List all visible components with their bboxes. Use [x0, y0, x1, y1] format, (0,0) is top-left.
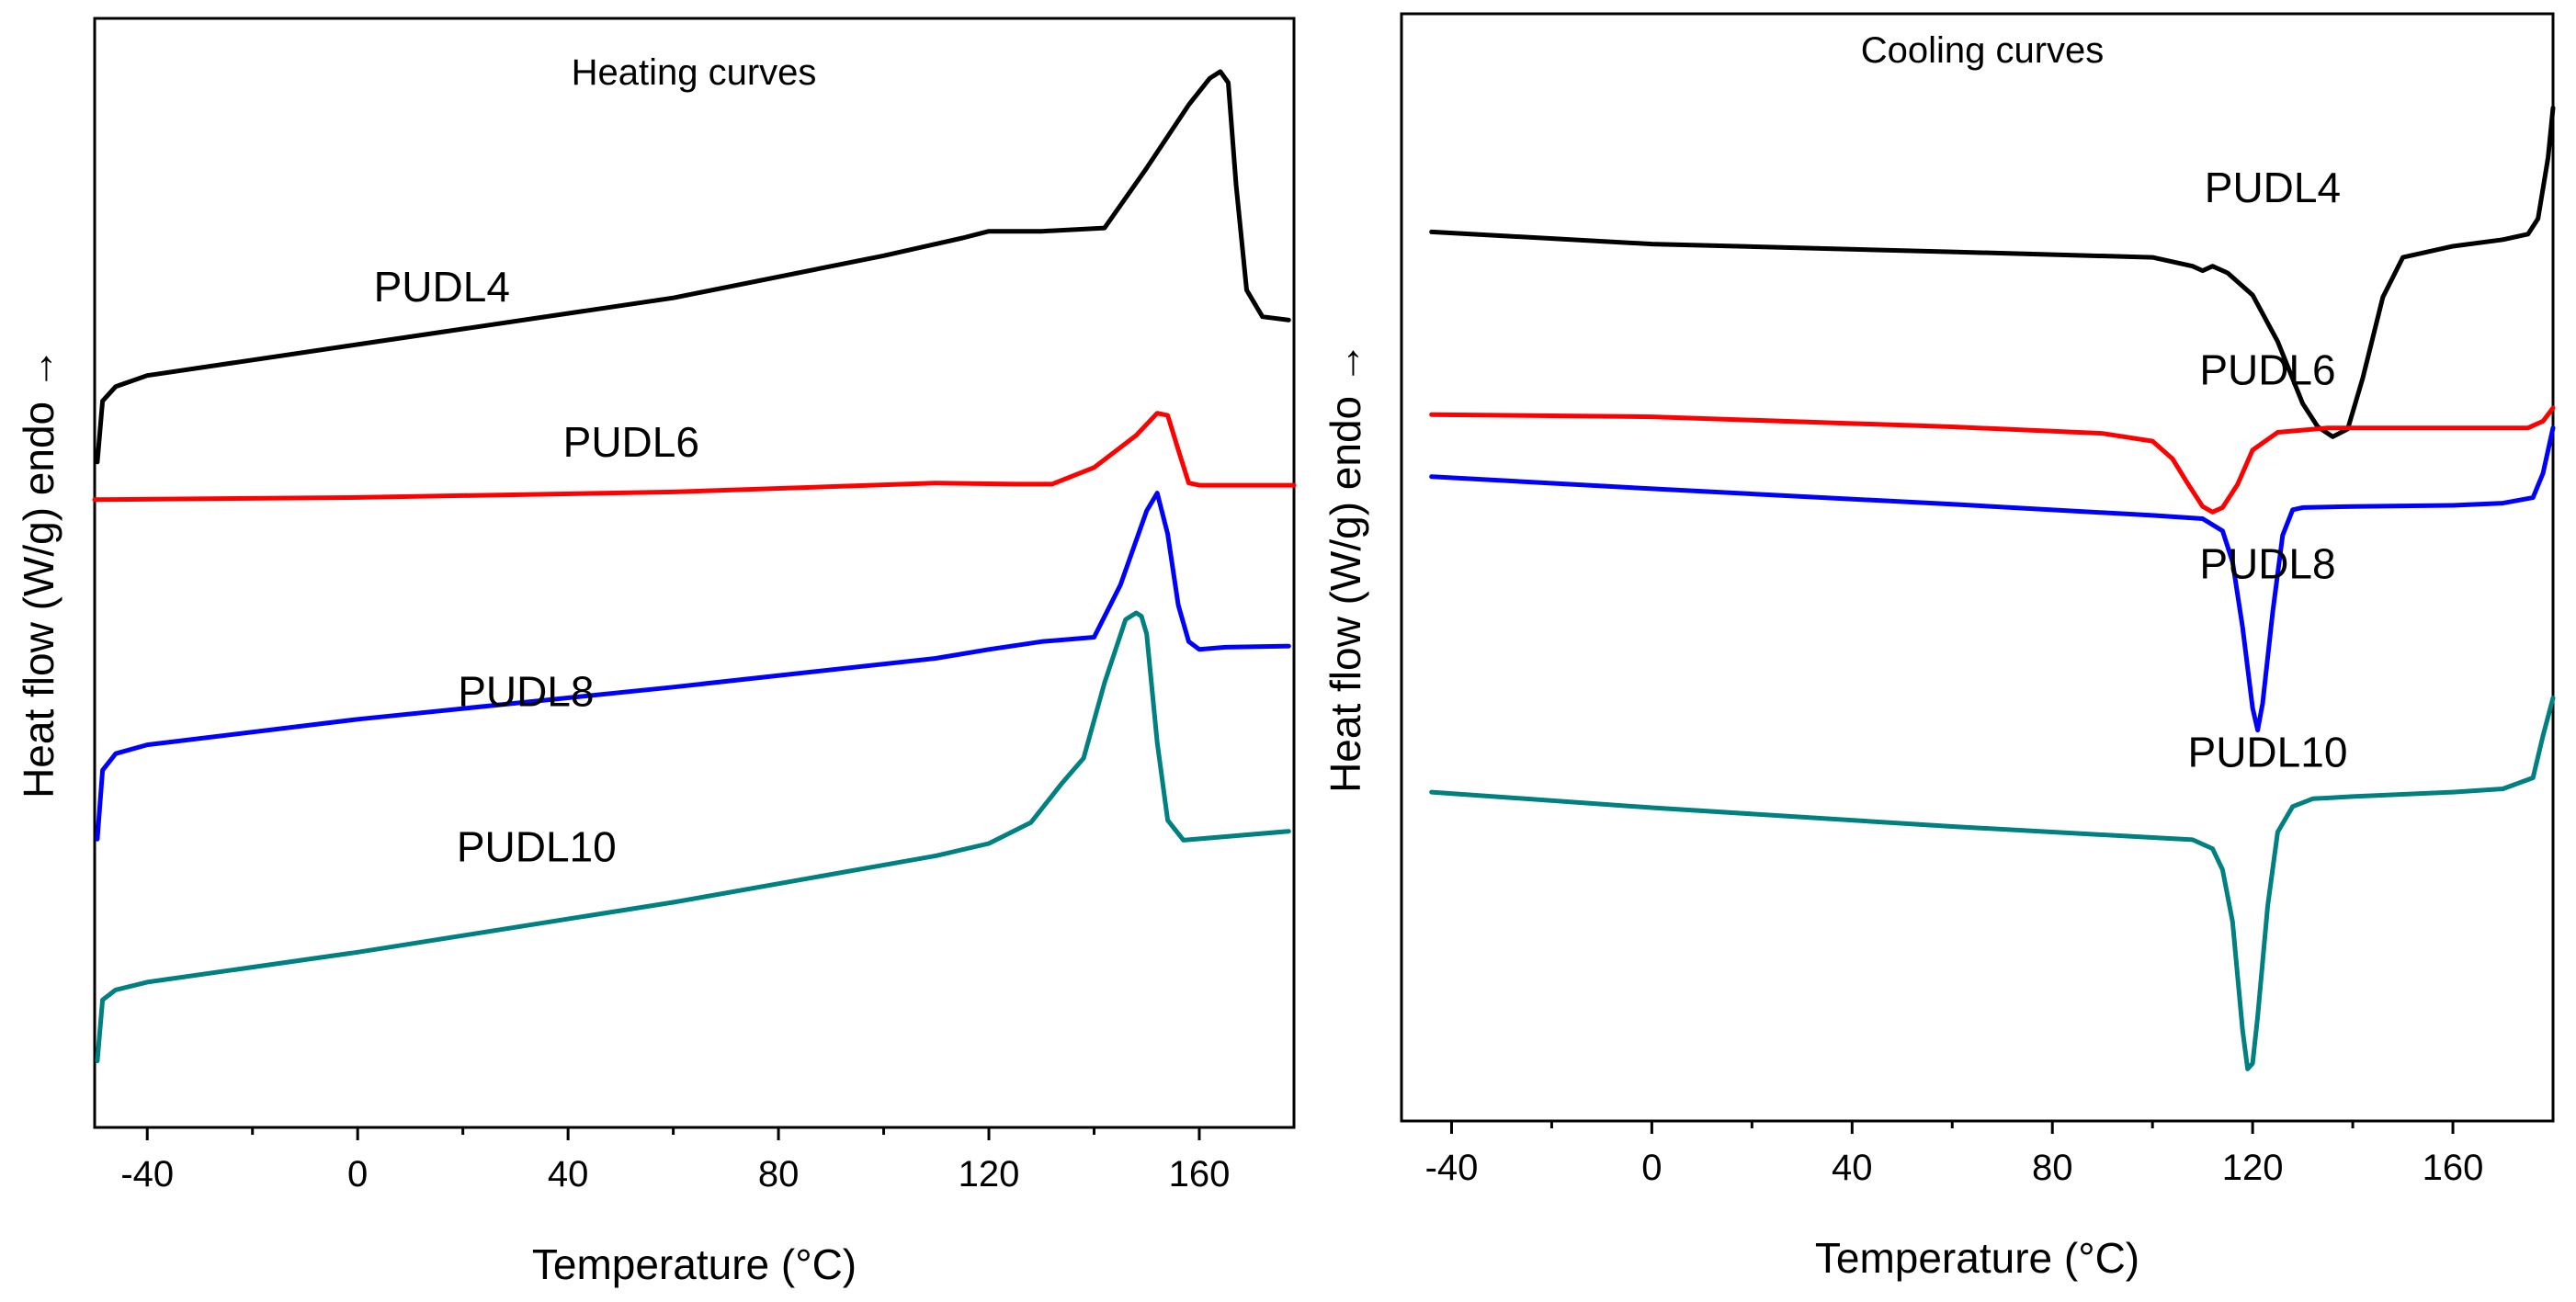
cooling-plot-frame — [1400, 12, 2555, 1123]
cooling-x-tick-label: 80 — [2032, 1148, 2073, 1188]
heating-x-tick-label: 0 — [347, 1154, 368, 1194]
heating-series-lines — [92, 69, 1297, 1064]
heating-panel: Heating curves Temperature (°C) Heat flo… — [15, 17, 1297, 1288]
heating-series-label-pudl8: PUDL8 — [458, 667, 594, 715]
cooling-series-label-pudl10: PUDL10 — [2188, 728, 2348, 776]
heating-x-tick-label: 40 — [548, 1154, 589, 1194]
cooling-series-labels: PUDL4 PUDL6 PUDL8 PUDL10 — [2188, 164, 2348, 776]
heating-x-axis-label: Temperature (°C) — [532, 1240, 857, 1288]
cooling-x-tick-label: 40 — [1832, 1148, 1873, 1188]
heating-x-tick-label: 160 — [1169, 1154, 1231, 1194]
cooling-series-line-pudl10 — [1429, 696, 2556, 1071]
cooling-y-axis-label: Heat flow (W/g) endo → — [1322, 342, 1369, 793]
cooling-series-line-pudl8 — [1429, 425, 2556, 733]
heating-series-label-pudl10: PUDL10 — [457, 822, 617, 870]
cooling-series-lines — [1429, 105, 2556, 1071]
heating-x-tick-label: -40 — [120, 1154, 174, 1194]
cooling-x-tick-label: 0 — [1641, 1148, 1662, 1188]
heating-series-label-pudl6: PUDL6 — [563, 418, 699, 466]
cooling-series-label-pudl6: PUDL6 — [2199, 346, 2335, 394]
heating-series-label-pudl4: PUDL4 — [374, 263, 510, 311]
heating-x-tick-labels: -40 0 40 80 120 160 — [120, 1154, 1230, 1194]
cooling-x-ticks — [1449, 1121, 2455, 1134]
cooling-x-tick-label: -40 — [1425, 1148, 1479, 1188]
cooling-chart-title: Cooling curves — [1861, 30, 2105, 71]
heating-plot-frame — [93, 17, 1296, 1129]
heating-chart-title: Heating curves — [572, 52, 817, 93]
cooling-series-label-pudl4: PUDL4 — [2205, 164, 2341, 211]
heating-x-ticks — [145, 1127, 1201, 1140]
cooling-x-axis-label: Temperature (°C) — [1815, 1234, 2139, 1282]
heating-series-line-pudl4 — [95, 69, 1291, 465]
heating-x-tick-label: 80 — [758, 1154, 800, 1194]
cooling-x-tick-labels: -40 0 40 80 120 160 — [1425, 1148, 2484, 1188]
cooling-series-line-pudl4 — [1429, 105, 2556, 439]
cooling-x-tick-label: 120 — [2222, 1148, 2284, 1188]
heating-series-line-pudl6 — [92, 411, 1297, 503]
cooling-x-tick-label: 160 — [2423, 1148, 2484, 1188]
heating-series-labels: PUDL4 PUDL6 PUDL8 PUDL10 — [374, 263, 699, 871]
cooling-series-line-pudl6 — [1429, 405, 2556, 515]
heating-series-line-pudl10 — [95, 610, 1291, 1064]
cooling-panel: Cooling curves Temperature (°C) Heat flo… — [1322, 12, 2556, 1282]
heating-x-tick-label: 120 — [959, 1154, 1020, 1194]
heating-y-axis-label: Heat flow (W/g) endo → — [15, 347, 62, 798]
heating-series-line-pudl8 — [95, 491, 1291, 842]
cooling-series-label-pudl8: PUDL8 — [2199, 540, 2335, 588]
